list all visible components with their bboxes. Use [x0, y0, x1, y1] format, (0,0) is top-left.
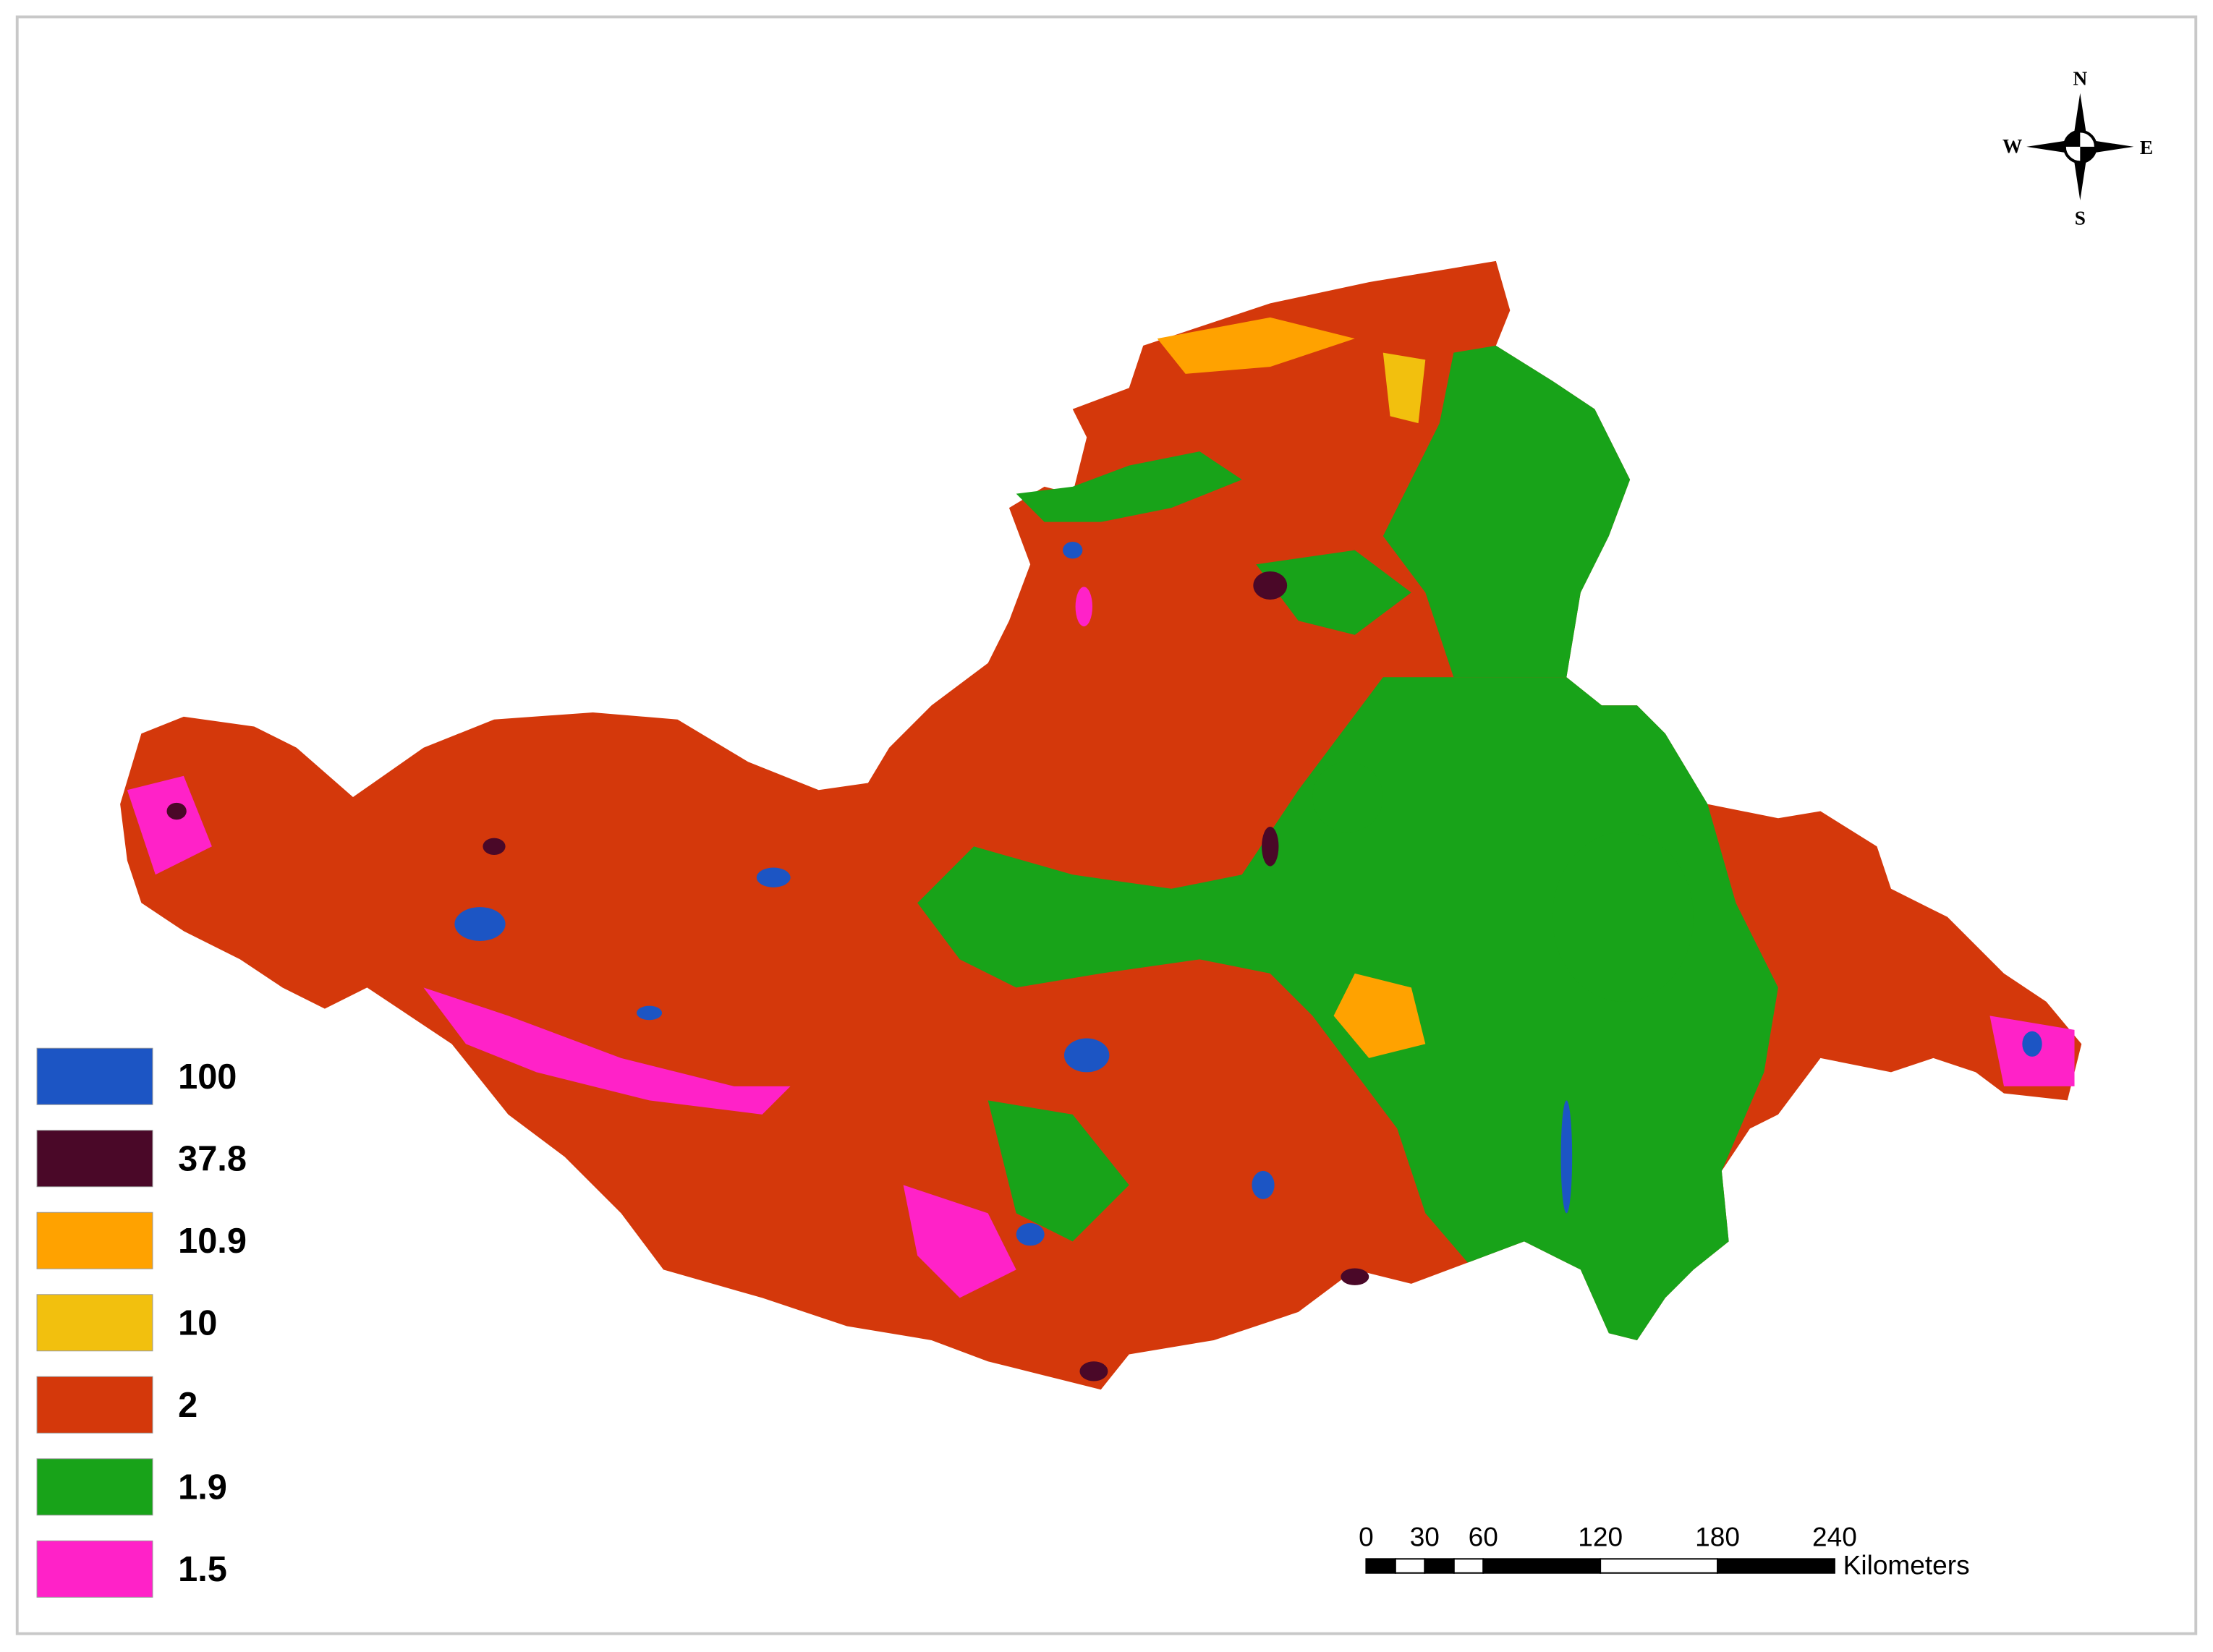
legend-swatch — [36, 1540, 153, 1598]
legend-swatch — [36, 1212, 153, 1269]
land-class-patch — [987, 1100, 1129, 1242]
land-class-patch — [454, 907, 506, 941]
land-class-patch — [1063, 541, 1083, 559]
scale-segment — [1365, 1558, 1396, 1574]
scale-segment — [1600, 1558, 1719, 1574]
scale-tick-label: 240 — [1812, 1522, 1857, 1552]
land-class-patch — [483, 838, 506, 855]
land-class-patch — [1312, 762, 1383, 833]
land-class-patch — [1075, 587, 1092, 627]
legend-label: 2 — [178, 1386, 197, 1425]
land-class-patch — [2022, 1031, 2042, 1057]
scale-segment — [1424, 1558, 1455, 1574]
land-class-patch — [423, 987, 791, 1115]
legend-label: 100 — [178, 1057, 237, 1097]
land-class-patch — [1256, 550, 1411, 635]
legend-swatch — [36, 1047, 153, 1105]
scale-segment — [1453, 1558, 1484, 1574]
land-class-patch — [1063, 1038, 1110, 1073]
compass-south: S — [2075, 208, 2086, 229]
land-class-patch — [1382, 352, 1426, 424]
compass-quadrant — [2064, 131, 2096, 163]
land-class-patch — [1079, 1361, 1108, 1381]
compass-north: N — [2073, 67, 2087, 89]
land-class-patch — [1262, 826, 1279, 867]
land-class-patch — [1016, 1223, 1045, 1246]
scale-segment — [1717, 1558, 1835, 1574]
legend: 100 37.8 10.9 10 2 1.9 1.5 — [36, 1047, 247, 1598]
scale-tick-label: 180 — [1695, 1522, 1740, 1552]
legend-label: 1.9 — [178, 1468, 227, 1507]
scale-tick-label: 0 — [1359, 1522, 1374, 1552]
land-class-patch — [1333, 973, 1426, 1058]
legend-swatch — [36, 1294, 153, 1352]
land-class-patch — [1157, 317, 1355, 374]
land-class-patch — [1252, 1170, 1275, 1199]
legend-label: 10.9 — [178, 1222, 247, 1261]
land-class-patch — [1341, 1268, 1369, 1285]
legend-swatch — [36, 1458, 153, 1516]
legend-label: 10 — [178, 1304, 217, 1343]
land-class-patch — [903, 1185, 1016, 1298]
land-class-patch — [1016, 451, 1242, 522]
compass-east: E — [2140, 137, 2153, 158]
scale-tick-label: 60 — [1469, 1522, 1498, 1552]
basin — [120, 260, 2082, 1390]
scale-tick-label: 120 — [1578, 1522, 1623, 1552]
legend-swatch — [36, 1376, 153, 1434]
compass-west: W — [2002, 135, 2022, 157]
legend-swatch — [36, 1130, 153, 1188]
land-class-patch — [1552, 832, 1694, 1002]
land-class-patch — [1560, 1100, 1573, 1214]
compass: N S W E — [2002, 67, 2153, 229]
scale-segment — [1482, 1558, 1602, 1574]
scale-unit: Kilometers — [1843, 1550, 1970, 1580]
land-class-patch — [1253, 571, 1288, 600]
land-class-patch — [636, 1005, 663, 1021]
scale-segment — [1394, 1558, 1426, 1574]
legend-label: 37.8 — [178, 1140, 247, 1179]
land-class-patch — [127, 775, 212, 875]
scale-tick-label: 30 — [1410, 1522, 1440, 1552]
land-class-patch — [1382, 345, 1631, 678]
land-class-patch — [756, 867, 791, 887]
land-class-patch — [166, 802, 187, 820]
legend-label: 1.5 — [178, 1550, 227, 1589]
